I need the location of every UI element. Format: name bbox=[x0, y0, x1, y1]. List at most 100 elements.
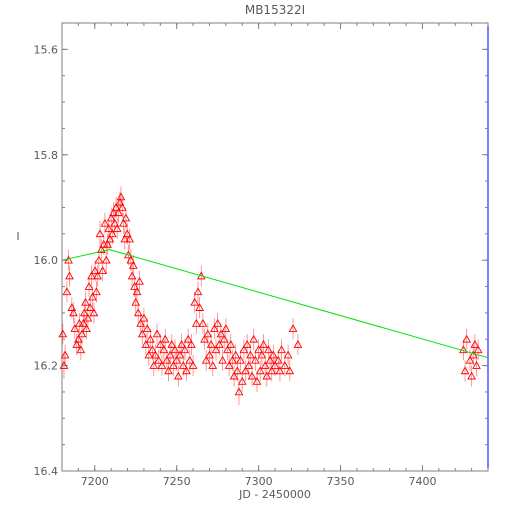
data-point bbox=[234, 387, 244, 396]
data-point bbox=[226, 339, 236, 348]
data-point bbox=[155, 339, 165, 348]
data-point bbox=[122, 229, 132, 238]
data-point bbox=[103, 239, 112, 248]
data-point bbox=[116, 192, 126, 201]
data-point bbox=[246, 350, 255, 359]
data-point bbox=[159, 345, 169, 354]
data-point bbox=[280, 361, 290, 369]
data-point bbox=[262, 371, 272, 380]
data-point bbox=[100, 218, 110, 227]
data-point bbox=[175, 350, 185, 359]
data-point bbox=[473, 345, 483, 354]
y-axis-label: I bbox=[16, 230, 19, 243]
data-point bbox=[259, 339, 268, 348]
data-point bbox=[92, 287, 101, 296]
data-point bbox=[191, 318, 201, 327]
data-point bbox=[247, 371, 257, 380]
data-point bbox=[273, 355, 283, 364]
data-point bbox=[214, 339, 224, 348]
tick-layer: 7200 7250 7300 7350 7400 15.6 15.8 16.0 16.2 16.4 bbox=[34, 23, 489, 488]
data-point bbox=[154, 355, 164, 364]
data-point bbox=[84, 282, 94, 290]
data-point bbox=[64, 255, 73, 264]
data-point bbox=[462, 334, 472, 343]
data-point bbox=[141, 339, 151, 348]
data-point bbox=[173, 371, 183, 380]
data-point bbox=[62, 287, 72, 296]
data-point bbox=[255, 366, 265, 375]
data-point bbox=[257, 350, 267, 359]
data-point bbox=[264, 345, 273, 354]
data-point bbox=[85, 303, 95, 311]
data-point bbox=[170, 345, 180, 354]
data-point bbox=[107, 229, 117, 238]
data-point bbox=[465, 355, 475, 364]
data-point bbox=[206, 339, 216, 348]
data-point bbox=[260, 361, 270, 369]
data-points-layer bbox=[58, 192, 483, 396]
data-point bbox=[111, 202, 121, 211]
data-point bbox=[172, 355, 182, 364]
data-point bbox=[128, 260, 138, 269]
data-point bbox=[252, 376, 262, 385]
data-point bbox=[210, 324, 219, 333]
data-point bbox=[195, 303, 204, 311]
data-point bbox=[157, 361, 167, 369]
data-point bbox=[187, 339, 196, 348]
data-point bbox=[185, 355, 195, 364]
data-point bbox=[203, 329, 213, 338]
data-point bbox=[216, 329, 226, 338]
data-point bbox=[119, 218, 128, 227]
data-point bbox=[69, 308, 78, 317]
data-point bbox=[293, 339, 303, 348]
data-point bbox=[275, 366, 285, 375]
data-point bbox=[193, 287, 203, 296]
data-point bbox=[228, 355, 237, 364]
data-point bbox=[126, 255, 136, 264]
data-point bbox=[79, 308, 89, 317]
y-tick-label: 15.6 bbox=[34, 43, 59, 56]
data-point bbox=[213, 318, 223, 327]
data-point bbox=[87, 271, 96, 280]
data-point bbox=[115, 197, 125, 206]
data-point bbox=[112, 224, 122, 232]
data-point bbox=[169, 361, 178, 369]
data-point bbox=[146, 334, 155, 343]
data-point bbox=[125, 234, 135, 243]
data-point bbox=[83, 313, 93, 322]
data-point bbox=[190, 297, 200, 306]
data-point bbox=[70, 324, 80, 333]
y-tick-label: 15.8 bbox=[34, 149, 59, 162]
y-tick-label: 16.2 bbox=[34, 360, 59, 373]
data-point bbox=[88, 292, 97, 301]
x-tick-label: 7350 bbox=[327, 475, 355, 488]
chart-title: MB15322I bbox=[245, 3, 305, 17]
data-point bbox=[277, 345, 286, 354]
data-point bbox=[72, 339, 82, 348]
data-point bbox=[223, 345, 232, 354]
data-point bbox=[152, 329, 162, 338]
data-point bbox=[67, 303, 77, 311]
data-point bbox=[180, 345, 190, 354]
data-point bbox=[60, 350, 70, 359]
data-point bbox=[470, 339, 480, 348]
data-point bbox=[237, 376, 247, 385]
data-point bbox=[90, 266, 100, 275]
data-point bbox=[198, 318, 208, 327]
y-tick-label: 16.0 bbox=[34, 254, 59, 267]
data-point bbox=[265, 355, 275, 364]
data-point bbox=[105, 234, 115, 243]
data-point bbox=[167, 339, 177, 348]
data-point bbox=[95, 229, 105, 238]
data-point bbox=[136, 318, 146, 327]
data-point bbox=[267, 366, 277, 375]
data-point bbox=[244, 361, 254, 369]
x-tick-label: 7300 bbox=[245, 475, 273, 488]
data-point bbox=[285, 366, 295, 375]
data-point bbox=[219, 334, 229, 343]
model-curve bbox=[61, 249, 489, 359]
data-point bbox=[74, 334, 83, 343]
data-point bbox=[94, 255, 104, 264]
